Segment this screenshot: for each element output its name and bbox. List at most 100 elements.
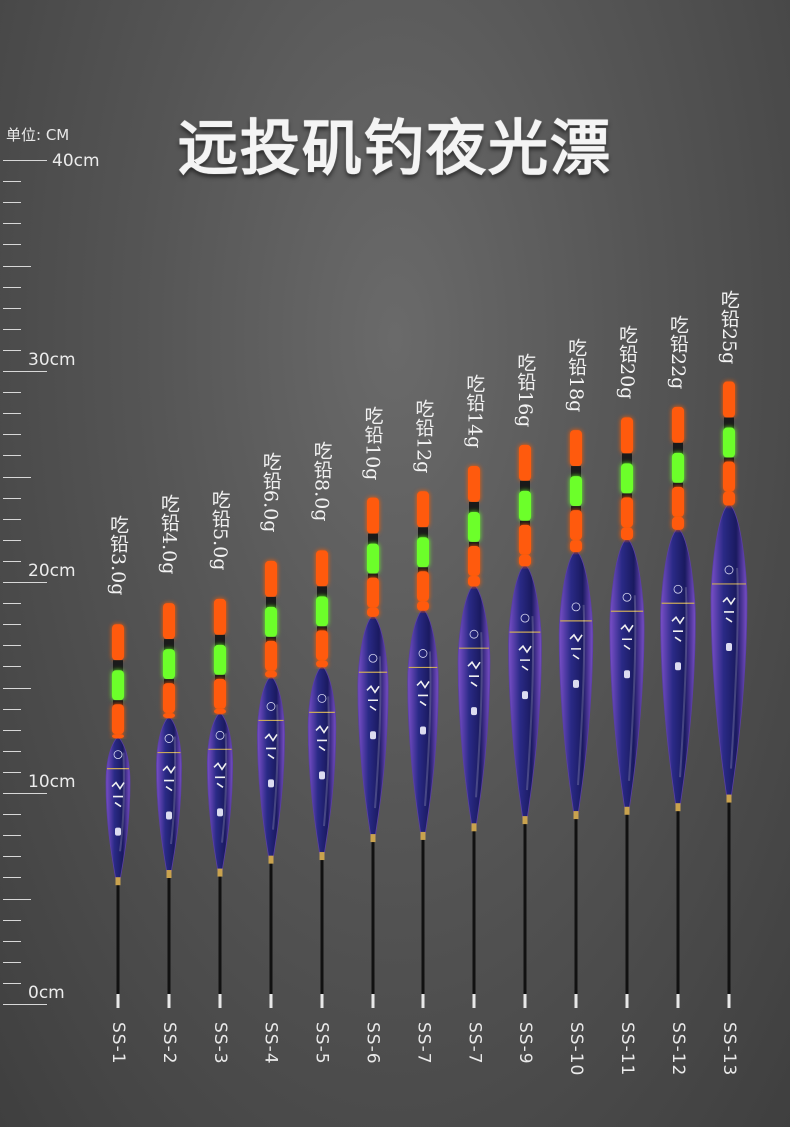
model-label: SS-6 <box>362 1022 383 1065</box>
tip-separator <box>214 674 225 681</box>
float-stem <box>523 820 527 996</box>
float-stem <box>116 881 120 996</box>
tip-separator <box>469 501 480 514</box>
lead-weight-label: 吃铅5.0g <box>208 489 231 571</box>
float-badge <box>420 726 427 735</box>
ruler-tick <box>3 202 21 204</box>
logo-emblem-icon <box>571 602 581 612</box>
lead-weight-label: 吃铅3.0g <box>107 515 129 596</box>
float-stem-tip <box>625 994 629 1008</box>
float-highlight <box>678 587 688 778</box>
float-stem-tip <box>371 994 374 1008</box>
float-badge <box>674 662 681 671</box>
logo-emblem-icon <box>724 565 734 575</box>
float-stem <box>269 859 273 996</box>
float-stem <box>625 810 629 996</box>
float-6: 吃铅12g SS-7 <box>403 0 443 1127</box>
logo-emblem-icon <box>673 584 683 594</box>
ruler-tick <box>3 814 21 816</box>
ruler-tick <box>3 349 21 351</box>
tip-separator <box>571 506 582 513</box>
logo-emblem-icon <box>622 592 632 602</box>
ruler-tick <box>3 244 21 246</box>
brand-logo-icon <box>213 762 227 788</box>
tip-separator <box>316 586 327 599</box>
tip-separator <box>113 660 123 673</box>
logo-emblem-icon <box>469 629 479 639</box>
float-stem <box>727 798 731 996</box>
float-graphic <box>307 550 336 1008</box>
tip-segment-bottom <box>417 601 430 611</box>
model-label: SS-4 <box>260 1022 281 1065</box>
ruler-tick <box>3 898 31 900</box>
tip-separator <box>113 700 123 707</box>
model-label: SS-5 <box>311 1022 332 1065</box>
lead-weight-label: 吃铅16g <box>514 352 537 428</box>
tip-segment-green <box>366 543 379 574</box>
tip-segment-bottom <box>366 607 379 617</box>
float-stem <box>574 815 578 996</box>
tip-segment-middle <box>315 630 328 661</box>
tip-separator <box>367 573 378 580</box>
ruler-tick <box>3 771 21 773</box>
float-collar <box>726 794 732 803</box>
lead-weight-label: 吃铅20g <box>616 325 638 400</box>
brand-logo-icon <box>671 615 685 642</box>
unit-label: 单位: CM <box>6 126 70 144</box>
ruler-tick <box>3 265 31 267</box>
tip-segment-top <box>417 491 430 528</box>
brand-logo-icon <box>315 725 329 752</box>
float-stem-tip <box>320 994 324 1008</box>
model-label: SS-13 <box>718 1022 739 1077</box>
ruler-label: 10cm <box>28 772 76 792</box>
float-highlight <box>119 752 125 852</box>
ruler-tick <box>3 582 47 583</box>
brand-logo-icon <box>620 623 634 650</box>
tip-separator <box>265 596 276 609</box>
lead-weight-label: 吃铅12g <box>412 399 435 474</box>
ruler-tick <box>3 560 21 562</box>
float-stem-tip <box>574 994 578 1008</box>
tip-segment-bottom <box>570 540 583 553</box>
logo-emblem-icon <box>215 730 225 740</box>
tip-separator <box>723 457 734 464</box>
ruler-tick <box>3 497 21 499</box>
tip-segment-bottom <box>621 527 633 540</box>
float-stem <box>218 872 222 996</box>
float-highlight <box>729 567 739 769</box>
page-title: 远投矶钓夜光漂 <box>178 114 612 184</box>
tip-segment-green <box>112 670 124 701</box>
tip-segment-top <box>112 624 124 661</box>
float-badge <box>471 707 478 716</box>
float-graphic <box>457 465 491 1008</box>
float-stem-tip <box>523 994 527 1008</box>
float-body <box>206 711 233 873</box>
tip-segment-top <box>621 417 633 454</box>
ruler-tick <box>3 729 21 731</box>
tip-segment-green <box>162 649 175 680</box>
ruler-tick <box>3 307 21 309</box>
ruler-tick <box>3 413 21 415</box>
float-collar <box>420 831 426 840</box>
float-collar <box>268 855 274 864</box>
float-stem <box>167 874 171 996</box>
tip-separator <box>469 541 480 548</box>
float-badge <box>318 771 325 780</box>
lead-weight-label: 吃铅22g <box>666 314 689 390</box>
tip-segment-bottom <box>468 575 481 587</box>
tip-segment-bottom <box>112 734 124 739</box>
float-stem <box>676 807 680 996</box>
ruler-tick <box>3 940 21 942</box>
tip-segment-green <box>213 644 226 675</box>
float-collar <box>522 816 528 825</box>
lead-weight-label: 吃铅4.0g <box>157 494 180 575</box>
model-label: SS-9 <box>515 1022 536 1065</box>
float-collar <box>370 834 375 843</box>
float-stem <box>371 838 374 996</box>
logo-emblem-icon <box>266 702 276 711</box>
float-graphic <box>407 491 440 1008</box>
float-badge <box>725 642 732 651</box>
ruler-tick <box>3 687 31 689</box>
float-collar <box>624 806 630 815</box>
